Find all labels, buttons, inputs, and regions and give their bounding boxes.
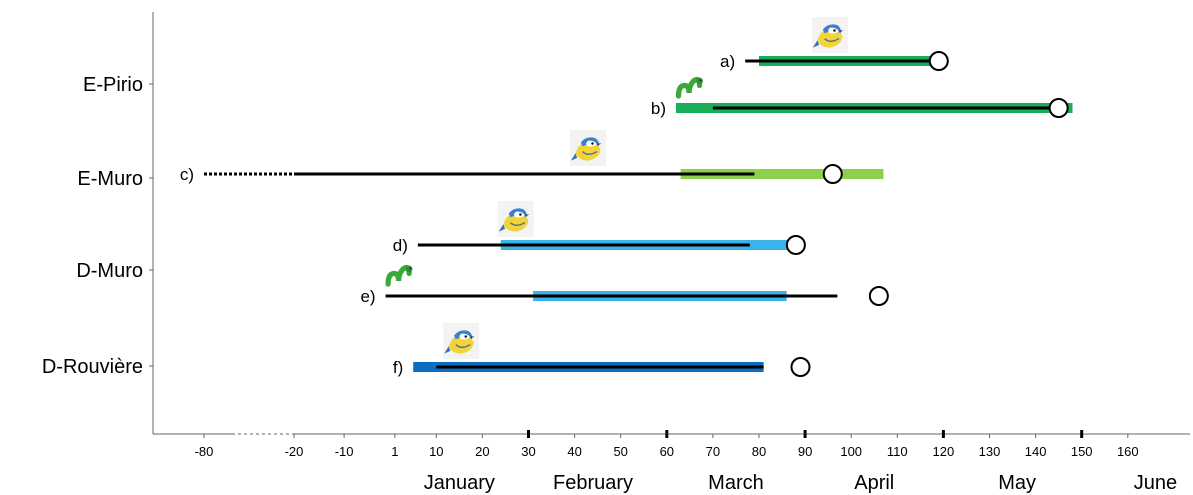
x-tick-label: 150 xyxy=(1071,444,1093,459)
caterpillar-icon xyxy=(388,266,412,284)
site-label: E-Muro xyxy=(77,168,143,190)
end-marker xyxy=(785,235,806,255)
row-label: e) xyxy=(360,287,375,306)
x-tick-label: -80 xyxy=(195,444,214,459)
row-label: c) xyxy=(180,165,194,184)
row-label: a) xyxy=(720,52,735,71)
x-tick-label: 1 xyxy=(391,444,398,459)
x-tick-label: 130 xyxy=(979,444,1001,459)
row-label: b) xyxy=(651,99,666,118)
timeline-row: d) xyxy=(393,201,806,255)
end-marker xyxy=(790,357,811,377)
site-label: D-Muro xyxy=(76,260,143,282)
x-tick-label: 100 xyxy=(840,444,862,459)
x-tick-label: 120 xyxy=(933,444,955,459)
timeline-row: c) xyxy=(180,130,884,184)
month-label: May xyxy=(998,472,1036,494)
month-label: February xyxy=(553,472,633,494)
x-tick-label: 50 xyxy=(613,444,627,459)
row-label: d) xyxy=(393,236,408,255)
x-tick-label: 30 xyxy=(521,444,535,459)
end-marker xyxy=(822,164,843,184)
x-ticks: -80 -20 -10 1 10 20 30 40 50 60 70 80 90 100 110 120 130… xyxy=(195,430,1177,494)
x-tick-label: 90 xyxy=(798,444,812,459)
timeline-row: e) xyxy=(360,266,889,306)
end-marker xyxy=(868,286,889,306)
x-tick-label: 10 xyxy=(429,444,443,459)
x-tick-label: 160 xyxy=(1117,444,1139,459)
x-tick-label: 70 xyxy=(706,444,720,459)
site-labels: E-Pirio E-Muro D-Muro D-Rouvière xyxy=(42,74,153,378)
timeline-row: a) xyxy=(720,17,949,71)
axes xyxy=(152,12,1190,435)
site-label: D-Rouvière xyxy=(42,356,143,378)
blue-tit-icon xyxy=(570,130,606,166)
x-tick-label: -20 xyxy=(285,444,304,459)
x-tick-label: 80 xyxy=(752,444,766,459)
month-label: March xyxy=(708,472,764,494)
x-tick-label: 60 xyxy=(660,444,674,459)
x-tick-label: 20 xyxy=(475,444,489,459)
timeline-rows: a) b) c) d) e) f) xyxy=(180,17,1073,377)
month-label: January xyxy=(424,472,495,494)
end-marker xyxy=(1048,98,1069,118)
timeline-row: f) xyxy=(393,323,811,377)
blue-tit-icon xyxy=(443,323,480,359)
blue-tit-icon xyxy=(812,17,848,53)
period-band xyxy=(680,169,884,179)
row-label: f) xyxy=(393,358,403,377)
month-label: June xyxy=(1134,472,1177,494)
x-tick-label: 140 xyxy=(1025,444,1047,459)
site-label: E-Pirio xyxy=(83,74,143,96)
month-label: April xyxy=(854,472,894,494)
caterpillar-icon xyxy=(679,78,703,96)
end-marker xyxy=(928,51,949,71)
x-tick-label: 110 xyxy=(887,444,908,459)
x-tick-label: 40 xyxy=(567,444,581,459)
blue-tit-icon xyxy=(497,201,534,237)
timeline-row: b) xyxy=(651,78,1073,118)
x-tick-label: -10 xyxy=(335,444,354,459)
